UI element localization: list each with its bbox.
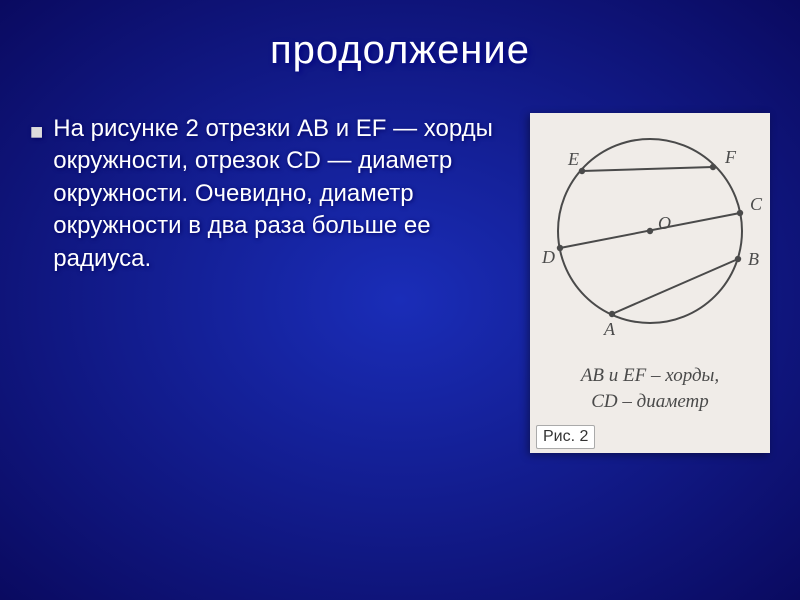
figure-panel: E F C D A B O AB и EF – хорды, CD – диаметр Ри… — [530, 113, 770, 453]
svg-text:D: D — [541, 247, 555, 267]
figure-number-label: Рис. 2 — [536, 425, 595, 449]
content-row: ■ На рисунке 2 отрезки АВ и EF — хорды о… — [0, 83, 800, 453]
svg-text:O: O — [658, 213, 671, 233]
bullet-item: ■ На рисунке 2 отрезки АВ и EF — хорды о… — [30, 113, 515, 275]
geometry-svg: E F C D A B O — [530, 113, 770, 353]
svg-text:C: C — [750, 194, 763, 214]
svg-text:A: A — [603, 319, 616, 339]
bullet-icon: ■ — [30, 117, 43, 147]
svg-text:F: F — [724, 147, 737, 167]
text-block: ■ На рисунке 2 отрезки АВ и EF — хорды о… — [30, 113, 530, 275]
slide-title: продолжение — [0, 0, 800, 83]
figure-caption-chords: AB и EF – хорды, — [530, 365, 770, 387]
svg-text:B: B — [748, 249, 759, 269]
figure-caption-diam: CD – диаметр — [530, 391, 770, 413]
svg-text:E: E — [567, 149, 579, 169]
bullet-text: На рисунке 2 отрезки АВ и EF — хорды окр… — [53, 113, 515, 275]
